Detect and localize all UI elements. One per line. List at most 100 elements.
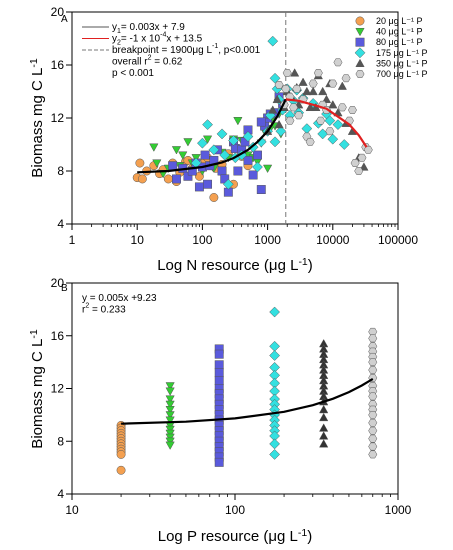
data-point <box>200 150 210 160</box>
data-point <box>269 72 281 84</box>
panel-letter: A <box>61 14 68 25</box>
panel-b: B 10 100 1000 4 8 12 16 20 Log P resource (μg L-1… <box>28 276 412 545</box>
data-point <box>222 178 234 190</box>
data-point <box>152 159 162 168</box>
data-point <box>319 423 329 432</box>
y-tick-label: 4 <box>57 487 64 501</box>
data-point <box>368 358 378 367</box>
x-tick-label: 100 <box>225 503 245 517</box>
legend-label: 40 μg L⁻¹ P <box>376 27 422 37</box>
data-point <box>135 158 145 168</box>
data-point <box>301 123 313 134</box>
legend-marker <box>355 58 365 68</box>
data-point <box>305 137 315 146</box>
data-point <box>347 106 357 114</box>
data-point <box>208 144 220 156</box>
data-point <box>269 306 281 318</box>
data-point <box>165 416 175 425</box>
data-point <box>316 116 326 125</box>
data-point <box>256 117 266 127</box>
data-point <box>165 405 175 415</box>
y-tick-label: 12 <box>51 382 65 396</box>
data-point <box>289 103 299 112</box>
data-point <box>368 434 378 443</box>
data-point <box>165 382 175 391</box>
data-point <box>214 457 224 467</box>
data-point <box>228 135 239 146</box>
data-point <box>368 410 378 419</box>
data-point <box>368 426 378 435</box>
data-point <box>163 174 173 184</box>
data-point <box>116 449 126 459</box>
data-point <box>274 80 284 89</box>
data-point <box>267 35 279 47</box>
annotation-text: r2 = 0.233 <box>82 303 126 316</box>
legend-marker <box>355 37 365 47</box>
x-tick-label: 10 <box>131 233 145 247</box>
data-point <box>262 164 273 174</box>
x-tick-label: 10 <box>65 503 79 517</box>
data-point <box>368 418 378 427</box>
data-point <box>168 161 178 171</box>
data-point <box>318 86 328 96</box>
data-point <box>368 327 378 336</box>
data-point <box>172 174 181 184</box>
data-point <box>194 171 204 181</box>
data-point <box>197 137 208 149</box>
data-point <box>256 185 266 195</box>
data-point <box>368 366 378 374</box>
data-point <box>341 74 351 83</box>
y-tick-label: 20 <box>51 5 65 19</box>
data-point <box>203 179 213 189</box>
x-tick-label: 10000 <box>316 233 350 247</box>
data-point <box>354 167 364 175</box>
data-point <box>285 116 295 125</box>
data-point <box>233 166 243 176</box>
x-axis-title: Log N resource (μg L-1) <box>157 256 313 274</box>
data-point <box>202 135 213 144</box>
data-point <box>328 79 338 88</box>
data-point <box>302 86 312 96</box>
y-tick-label: 12 <box>51 111 65 125</box>
data-point <box>292 84 302 93</box>
fit-line-y2 <box>285 98 368 148</box>
data-point <box>319 431 329 440</box>
y-tick-label: 8 <box>57 434 64 448</box>
data-point <box>333 58 343 67</box>
data-point <box>332 119 344 131</box>
x-tick-label: 100 <box>192 233 212 247</box>
y-tick-label: 16 <box>51 58 65 72</box>
legend-label: 20 μg L⁻¹ P <box>376 16 422 26</box>
legend-marker <box>354 47 366 59</box>
x-axis-title: Log P resource (μg L-1) <box>158 527 312 545</box>
legend-label: 700 μg L⁻¹ P <box>376 69 427 79</box>
data-point <box>209 193 219 202</box>
data-point <box>269 340 281 352</box>
data-point <box>325 127 335 136</box>
data-point <box>214 360 224 370</box>
data-point <box>171 146 182 155</box>
data-point <box>243 155 253 165</box>
data-point <box>308 79 318 88</box>
data-point <box>337 81 347 90</box>
data-point <box>319 404 329 414</box>
data-point <box>269 438 281 450</box>
x-tick-label: 1000 <box>385 503 412 517</box>
data-point <box>337 103 347 112</box>
data-point <box>290 68 300 77</box>
data-point <box>216 128 228 140</box>
data-point <box>116 465 126 475</box>
data-point <box>219 149 231 161</box>
data-point <box>178 151 188 160</box>
data-point <box>217 166 227 176</box>
legend-label: 80 μg L⁻¹ P <box>376 37 422 47</box>
x-tick-label: 1000 <box>254 233 281 247</box>
data-point <box>313 69 323 77</box>
data-point <box>233 117 243 126</box>
annotation-text: p < 0.001 <box>112 68 154 79</box>
panel-letter: B <box>61 283 68 294</box>
y-tick-label: 8 <box>57 164 64 178</box>
data-point <box>319 412 329 422</box>
data-point <box>165 387 175 396</box>
